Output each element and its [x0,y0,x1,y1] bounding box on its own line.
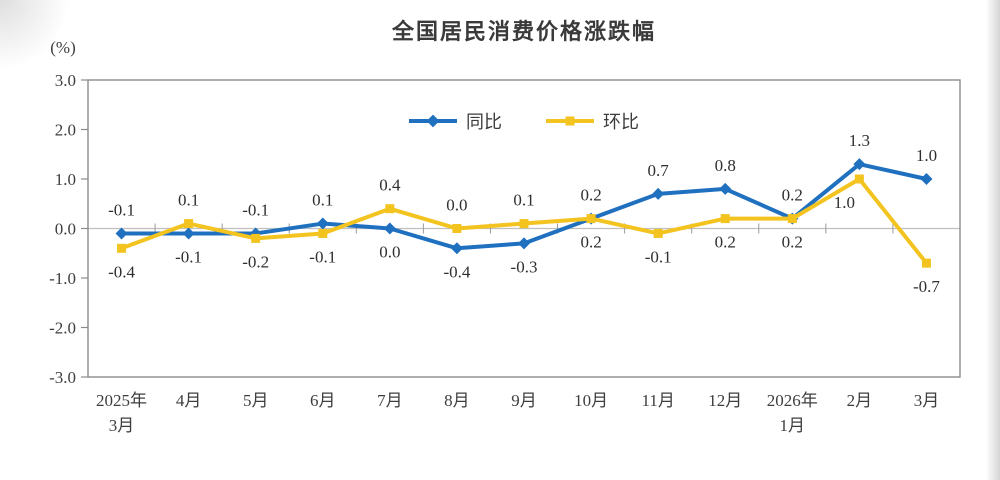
data-point-label: -0.4 [443,262,470,281]
data-point-label: 0.1 [513,191,534,210]
data-point-label: -0.4 [108,262,135,281]
x-axis-label: 12月 [708,391,742,410]
huanbi-point-marker [720,214,730,224]
tongbi-point-marker [652,187,665,200]
data-point-label: 0.2 [782,186,803,205]
data-point-label: 0.0 [379,243,400,262]
y-axis-label: 1.0 [55,170,76,189]
huanbi-point-marker [854,174,864,184]
legend: 同比 环比 [88,108,960,134]
tongbi-point-marker [853,158,866,171]
tongbi-line-swatch [409,114,457,128]
data-point-label: 0.8 [715,156,736,175]
y-axis-label: 0.0 [55,220,76,239]
legend-item-huanbi: 环比 [546,108,639,134]
huanbi-point-marker [117,243,127,253]
tongbi-point-marker [920,173,933,185]
x-axis-label: 5月 [243,391,269,410]
huanbi-point-marker [519,219,529,229]
y-axis-label: 3.0 [55,71,76,90]
legend-label-tongbi: 同比 [466,112,502,132]
huanbi-point-marker [251,233,261,243]
x-axis-label: 4月 [176,391,202,410]
data-point-label: 0.2 [580,186,601,205]
chart-title: 全国居民消费价格涨跌幅 [391,19,656,44]
y-axis-label: 2.0 [55,121,76,140]
tongbi-point-marker [450,242,463,255]
data-point-label: 0.4 [379,176,401,195]
data-point-label: -0.3 [511,257,538,276]
data-point-label: -0.1 [242,200,269,219]
data-point-label: -0.1 [309,247,336,266]
data-point-label: -0.1 [108,200,135,219]
y-axis-label: -2.0 [49,319,76,338]
data-point-label: 0.0 [446,196,467,215]
huanbi-point-marker [318,228,328,238]
x-axis-label: 2025年 3月 [96,391,147,435]
data-point-label: 0.2 [782,233,803,252]
x-axis-label: 8月 [444,391,470,410]
data-point-label: 0.2 [715,233,736,252]
huanbi-point-marker [452,224,462,233]
x-axis-label: 11月 [641,391,674,410]
x-axis-label: 10月 [574,391,608,410]
x-axis-label: 9月 [511,391,537,410]
data-point-label: 0.1 [312,191,333,210]
square-marker-icon [565,116,575,126]
tongbi-point-marker [182,227,195,240]
data-point-label: 0.1 [178,191,199,210]
tongbi-point-marker [518,237,530,250]
data-point-label: 1.3 [849,131,870,150]
x-axis-label: 2026年 1月 [767,391,818,435]
data-point-label: 1.0 [834,193,855,212]
data-point-label: -0.7 [913,277,940,296]
data-point-label: 0.2 [580,233,601,252]
legend-item-tongbi: 同比 [409,108,502,134]
x-axis-label: 3月 [914,391,940,410]
y-axis-label: -1.0 [49,269,76,288]
data-point-label: -0.2 [242,252,269,271]
data-point-label: -0.1 [645,247,672,266]
huanbi-point-marker [921,258,931,268]
tongbi-point-marker [115,227,128,240]
huanbi-point-marker [385,204,395,214]
x-axis-label: 2月 [847,391,873,410]
huanbi-point-marker [653,228,663,238]
data-point-label: -0.1 [175,247,202,266]
data-point-label: 1.0 [916,146,937,165]
huanbi-point-marker [184,219,194,229]
tongbi-point-marker [316,217,329,230]
huanbi-line-swatch [546,116,594,126]
data-point-label: 0.7 [648,161,670,180]
huanbi-point-marker [787,214,797,224]
huanbi-point-marker [586,214,596,224]
x-axis-label: 6月 [310,391,336,410]
x-axis-label: 7月 [377,391,403,410]
y-axis-label: -3.0 [49,368,76,387]
tongbi-point-marker [719,182,732,195]
legend-label-huanbi: 环比 [603,112,639,132]
tongbi-point-marker [383,222,396,235]
